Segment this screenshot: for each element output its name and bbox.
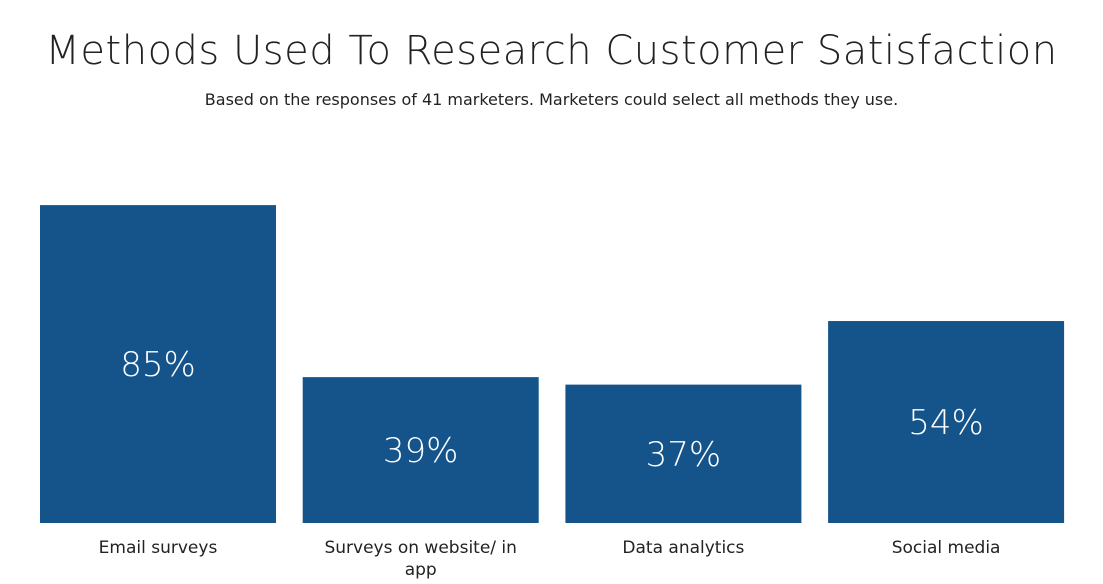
bar <box>302 377 539 523</box>
category-label: Email surveys <box>99 538 218 558</box>
data-label: 37% <box>646 435 722 475</box>
category-label: app <box>405 560 437 580</box>
chart-subtitle: Based on the responses of 41 marketers. … <box>204 90 899 109</box>
category-label: Data analytics <box>622 538 744 558</box>
chart-title: Methods Used To Research Customer Satisf… <box>45 28 1058 74</box>
data-label: 85% <box>120 345 196 385</box>
data-label: 54% <box>908 403 984 443</box>
bar <box>828 321 1065 523</box>
bar <box>40 205 276 523</box>
data-label: 39% <box>383 431 459 471</box>
category-label: Social media <box>892 538 1001 558</box>
category-label: Surveys on website/ in <box>324 538 516 558</box>
bar <box>565 384 802 523</box>
